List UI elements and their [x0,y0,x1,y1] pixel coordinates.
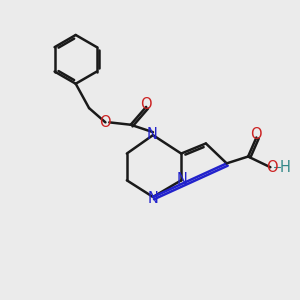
Text: O: O [100,115,111,130]
Text: O: O [140,97,152,112]
Text: O: O [250,127,262,142]
Text: H: H [279,160,290,175]
Text: N: N [177,172,188,187]
Text: N: N [147,127,158,142]
Text: O: O [266,160,278,175]
Text: N: N [148,191,158,206]
